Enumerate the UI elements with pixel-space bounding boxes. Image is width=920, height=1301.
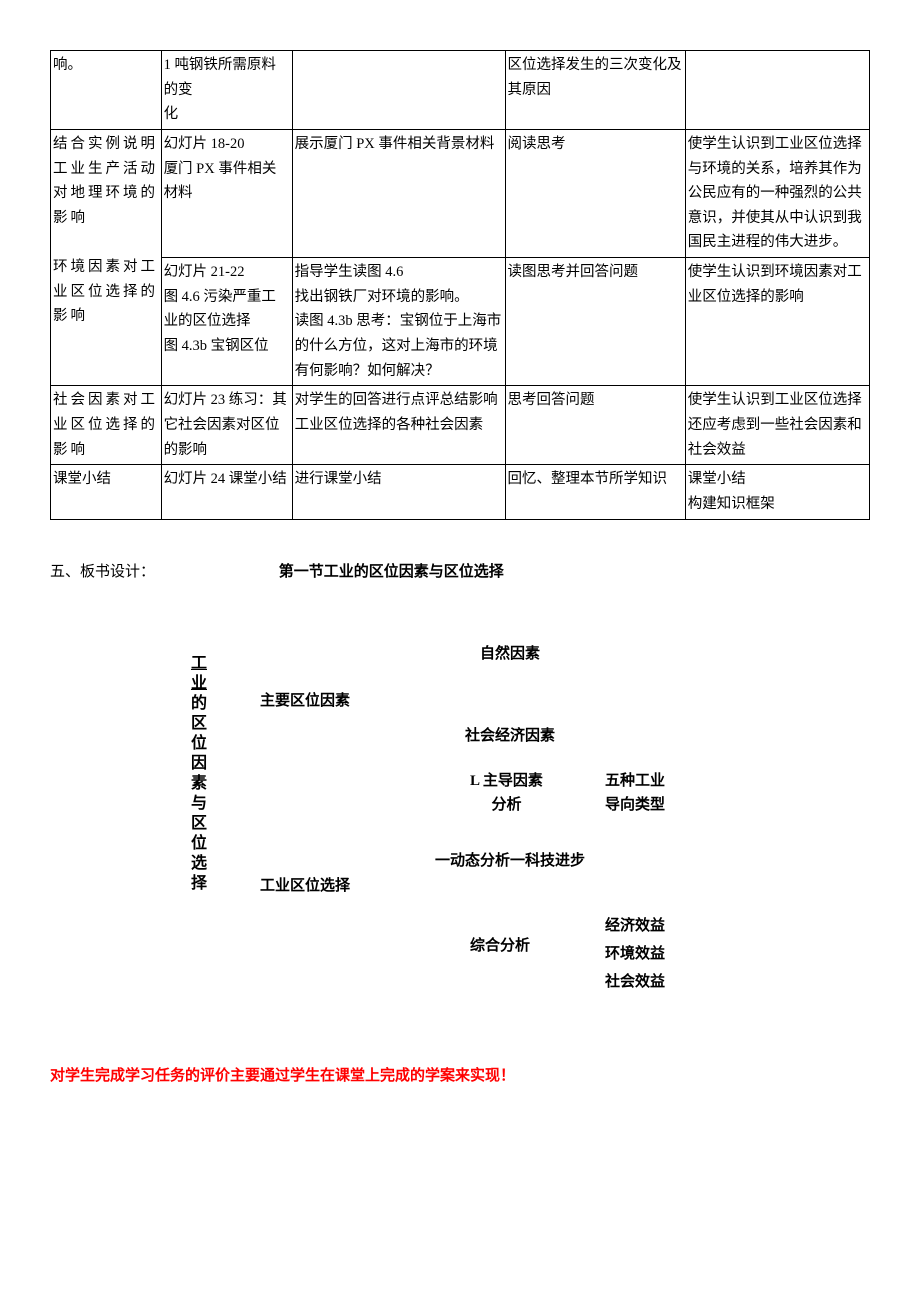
section-label: 五、板书设计： — [50, 560, 155, 584]
node-comprehensive: 综合分析 — [470, 934, 530, 958]
section-title: 第一节工业的区位因素与区位选择 — [279, 560, 504, 584]
cell: 进行课堂小结 — [292, 465, 505, 519]
diagram-root: 工业的区位因素与区位选择 — [190, 654, 208, 894]
cell: 幻灯片 24 课堂小结 — [161, 465, 292, 519]
lesson-plan-table: 响。 1 吨钢铁所需原料的变化 区位选择发生的三次变化及其原因 结合实例说明工业… — [50, 50, 870, 520]
cell: 指导学生读图 4.6找出钢铁厂对环境的影响。读图 4.3b 思考：宝钢位于上海市… — [292, 258, 505, 386]
node-dynamic: 一动态分析一科技进步 — [435, 849, 585, 873]
section-heading: 五、板书设计： 第一节工业的区位因素与区位选择 — [50, 560, 870, 584]
board-design-diagram: 工业的区位因素与区位选择 主要区位因素 自然因素 社会经济因素 L 主导因素分析… — [50, 634, 830, 1034]
cell: 读图思考并回答问题 — [505, 258, 685, 386]
cell: 使学生认识到环境因素对工业区位选择的影响 — [685, 258, 869, 386]
node-leading: L 主导因素分析 — [470, 769, 543, 817]
table-body: 响。 1 吨钢铁所需原料的变化 区位选择发生的三次变化及其原因 结合实例说明工业… — [51, 51, 870, 520]
cell: 响。 — [51, 51, 162, 130]
node-socioecon: 社会经济因素 — [465, 724, 555, 748]
cell: 幻灯片 21-22图 4.6 污染严重工业的区位选择图 4.3b 宝钢区位 — [161, 258, 292, 386]
node-social-benefit: 社会效益 — [605, 970, 665, 994]
cell: 课堂小结构建知识框架 — [685, 465, 869, 519]
node-env-benefit: 环境效益 — [605, 942, 665, 966]
node-main-factors: 主要区位因素 — [260, 689, 350, 713]
node-econ-benefit: 经济效益 — [605, 914, 665, 938]
node-natural: 自然因素 — [480, 642, 540, 666]
cell: 思考回答问题 — [505, 386, 685, 465]
cell: 结合实例说明工业生产活动对地理环境的影响 环境因素对工业区位选择的影响 — [51, 129, 162, 385]
cell — [292, 51, 505, 130]
cell — [685, 51, 869, 130]
cell: 区位选择发生的三次变化及其原因 — [505, 51, 685, 130]
cell: 课堂小结 — [51, 465, 162, 519]
cell: 幻灯片 18-20厦门 PX 事件相关材料 — [161, 129, 292, 257]
cell: 使学生认识到工业区位选择还应考虑到一些社会因素和社会效益 — [685, 386, 869, 465]
table-row: 社会因素对工业区位选择的影响 幻灯片 23 练习：其它社会因素对区位的影响 对学… — [51, 386, 870, 465]
cell: 社会因素对工业区位选择的影响 — [51, 386, 162, 465]
cell: 对学生的回答进行点评总结影响工业区位选择的各种社会因素 — [292, 386, 505, 465]
node-five-types: 五种工业导向类型 — [605, 769, 665, 817]
cell: 回忆、整理本节所学知识 — [505, 465, 685, 519]
node-location-choice: 工业区位选择 — [260, 874, 350, 898]
cell: 幻灯片 23 练习：其它社会因素对区位的影响 — [161, 386, 292, 465]
cell: 展示厦门 PX 事件相关背景材料 — [292, 129, 505, 257]
cell: 1 吨钢铁所需原料的变化 — [161, 51, 292, 130]
cell: 使学生认识到工业区位选择与环境的关系，培养其作为公民应有的一种强烈的公共意识，并… — [685, 129, 869, 257]
footer-note: 对学生完成学习任务的评价主要通过学生在课堂上完成的学案来实现！ — [50, 1064, 870, 1088]
cell: 阅读思考 — [505, 129, 685, 257]
table-row: 课堂小结 幻灯片 24 课堂小结 进行课堂小结 回忆、整理本节所学知识 课堂小结… — [51, 465, 870, 519]
table-row: 幻灯片 21-22图 4.6 污染严重工业的区位选择图 4.3b 宝钢区位 指导… — [51, 258, 870, 386]
table-row: 响。 1 吨钢铁所需原料的变化 区位选择发生的三次变化及其原因 — [51, 51, 870, 130]
table-row: 结合实例说明工业生产活动对地理环境的影响 环境因素对工业区位选择的影响 幻灯片 … — [51, 129, 870, 257]
